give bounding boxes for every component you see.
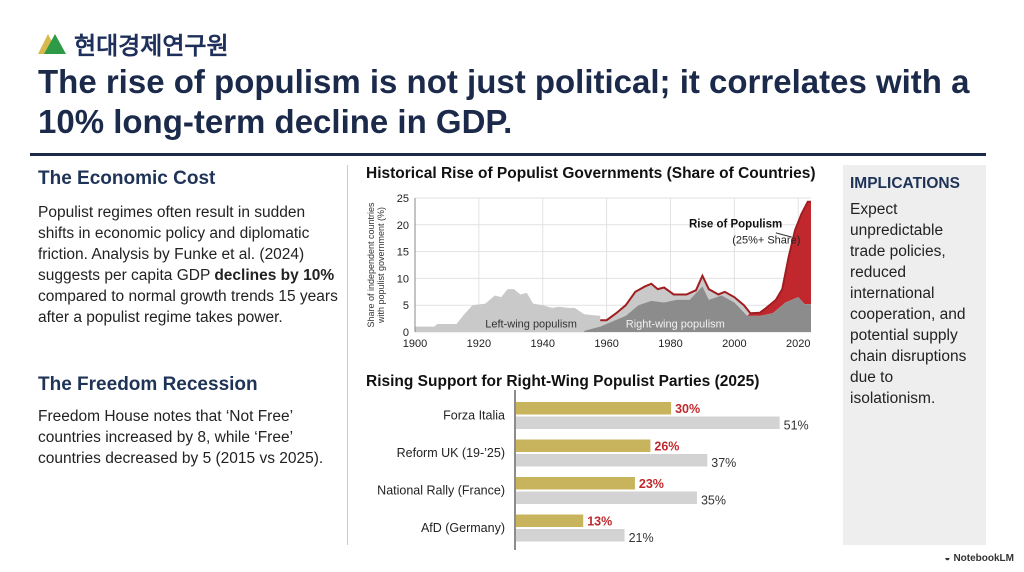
y-tick-label: 15 xyxy=(397,247,409,259)
x-tick-label: 2000 xyxy=(722,338,746,350)
annotation-title: Rise of Populism xyxy=(689,218,782,230)
implications-panel: IMPLICATIONS Expect unpredictable trade … xyxy=(843,165,986,545)
footer-brand: ◒ NotebookLM xyxy=(944,553,1014,564)
bar-value-label: 51% xyxy=(784,419,809,433)
bar-gold xyxy=(516,514,584,527)
total-line xyxy=(600,200,811,322)
bar-gray xyxy=(516,416,780,429)
bar-gold xyxy=(516,439,651,452)
implications-heading: IMPLICATIONS xyxy=(850,175,960,192)
bar-gold xyxy=(516,402,672,415)
category-label: Reform UK (19-’25) xyxy=(397,446,505,460)
y-tick-label: 25 xyxy=(397,193,409,205)
logo-text: 현대경제연구원 xyxy=(74,32,229,60)
y-label-line: Share of independent countries xyxy=(366,202,376,328)
bar-gray xyxy=(516,454,708,467)
economic-cost-section: The Economic Cost Populist regimes often… xyxy=(38,168,338,328)
bar-value-label: 23% xyxy=(639,477,664,491)
section-heading: The Freedom Recession xyxy=(38,374,258,395)
x-tick-label: 1900 xyxy=(403,338,427,350)
bar-value-label: 21% xyxy=(629,531,654,545)
category-label: Forza Italia xyxy=(443,409,505,423)
text: compared to normal growth trends 15 year… xyxy=(38,288,338,326)
bar-gray xyxy=(516,491,697,504)
annotation-arrow xyxy=(775,232,792,238)
notebooklm-icon: ◒ xyxy=(944,553,951,564)
section-text: Populist regimes often result in sudden … xyxy=(38,202,338,328)
category-label: AfD (Germany) xyxy=(421,521,505,535)
category-label: National Rally (France) xyxy=(377,484,505,498)
page-title: The rise of populism is not just politic… xyxy=(38,63,970,140)
area-chart: 0 5 10 15 20 25 1900 1920 1940 1960 1980 2000 2020 Le… xyxy=(366,193,811,350)
area-chart-title: Historical Rise of Populist Governments … xyxy=(366,165,816,182)
x-tick-label: 2020 xyxy=(786,338,810,350)
y-axis-label: Share of independent countrieswith popul… xyxy=(366,202,386,328)
bar-value-label: 35% xyxy=(701,494,726,508)
highlight-text: declines by 10% xyxy=(214,267,335,284)
x-tick-label: 1960 xyxy=(594,338,618,350)
series-label: Left-wing populism xyxy=(485,319,577,331)
section-heading: The Economic Cost xyxy=(38,168,216,189)
freedom-section: The Freedom Recession Freedom House note… xyxy=(38,374,338,469)
x-tick-label: 1920 xyxy=(467,338,491,350)
logo-triangle-icon xyxy=(38,33,66,54)
y-label-line: with populist government (%) xyxy=(376,207,386,324)
bar-value-label: 37% xyxy=(711,456,736,470)
brand-text: NotebookLM xyxy=(953,553,1014,564)
divider xyxy=(30,153,986,156)
x-tick-label: 1980 xyxy=(658,338,682,350)
y-tick-label: 5 xyxy=(403,300,409,312)
column-divider xyxy=(347,165,348,545)
text: Populist regimes often result in sudden … xyxy=(38,204,310,284)
section-text: Freedom House notes that ‘Not Free’ coun… xyxy=(38,408,324,467)
bar-chart-title: Rising Support for Right-Wing Populist P… xyxy=(366,373,760,390)
bar-gold xyxy=(516,477,635,490)
right-wing-area xyxy=(584,286,811,332)
bar-value-label: 13% xyxy=(587,515,612,529)
bar-value-label: 26% xyxy=(654,440,679,454)
y-tick-label: 10 xyxy=(397,273,409,285)
implications-text: Expect unpredictable trade policies, red… xyxy=(850,201,967,407)
annotation-subtitle: (25%+ Share) xyxy=(732,235,800,247)
x-tick-label: 1940 xyxy=(530,338,554,350)
bar-gray xyxy=(516,529,625,542)
bar-value-label: 30% xyxy=(675,402,700,416)
series-label: Right-wing populism xyxy=(626,319,725,331)
y-tick-label: 20 xyxy=(397,220,409,232)
logo: 현대경제연구원 xyxy=(38,26,229,61)
y-tick-label: 0 xyxy=(403,327,409,339)
bar-chart: Forza Italia 30% 51% Reform UK (19-’25) 26% 3… xyxy=(377,390,809,550)
